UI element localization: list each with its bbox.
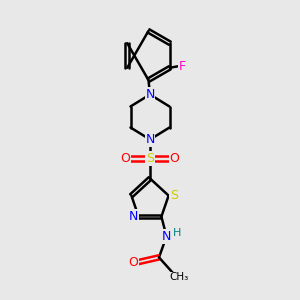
Text: S: S	[170, 189, 178, 202]
Text: H: H	[173, 228, 181, 239]
Text: N: N	[162, 230, 171, 243]
Text: CH₃: CH₃	[169, 272, 188, 283]
Text: N: N	[145, 133, 155, 146]
Text: O: O	[129, 256, 138, 269]
Text: N: N	[145, 88, 155, 101]
Text: O: O	[170, 152, 179, 165]
Text: S: S	[146, 152, 154, 165]
Text: N: N	[128, 210, 138, 223]
Text: O: O	[121, 152, 130, 165]
Text: F: F	[179, 60, 186, 73]
